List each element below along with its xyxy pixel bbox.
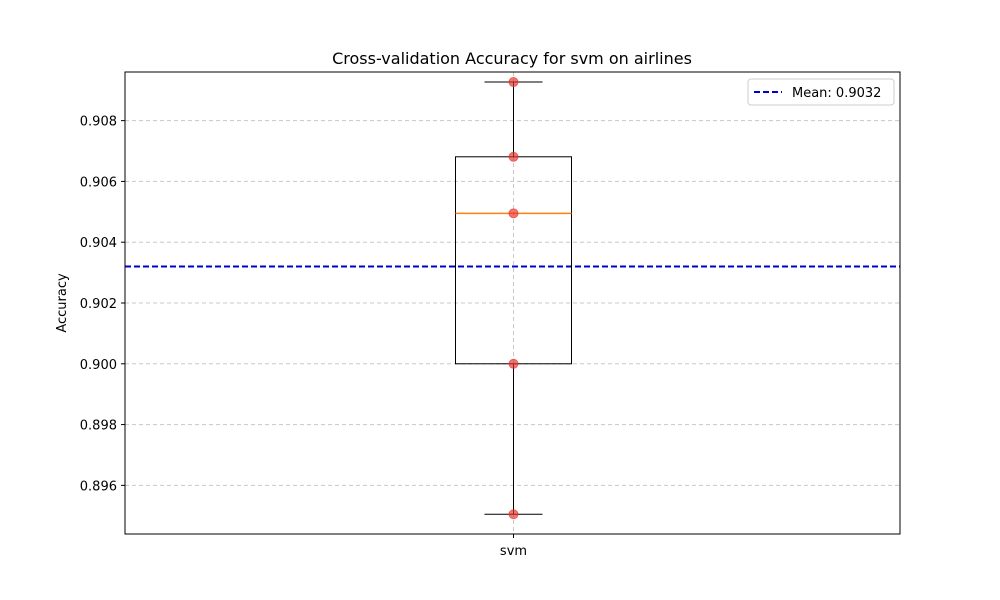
- data-point: [508, 509, 519, 520]
- y-tick-label: 0.904: [80, 236, 117, 251]
- y-axis-ticks: 0.896 0.898 0.900 0.902 0.904 0.906 0.908: [80, 115, 125, 494]
- data-point: [508, 208, 519, 219]
- y-tick-label: 0.898: [80, 419, 117, 434]
- grid: [125, 72, 900, 534]
- data-point: [508, 77, 519, 88]
- legend-frame: [747, 78, 895, 106]
- y-tick-label: 0.908: [80, 115, 117, 130]
- chart-title: Cross-validation Accuracy for svm on air…: [332, 49, 692, 68]
- data-points: [508, 77, 519, 520]
- y-tick-label: 0.902: [80, 297, 117, 312]
- legend-mean-label: Mean: 0.9032: [792, 86, 881, 101]
- y-axis-label: Accuracy: [55, 273, 70, 333]
- y-tick-label: 0.906: [80, 175, 117, 190]
- data-point: [508, 358, 519, 369]
- legend: Mean: 0.9032: [747, 78, 895, 106]
- x-axis-ticks: svm: [500, 534, 527, 559]
- y-tick-label: 0.896: [80, 479, 117, 494]
- data-point: [508, 151, 519, 162]
- x-tick-label: svm: [500, 544, 527, 559]
- y-tick-label: 0.900: [80, 358, 117, 373]
